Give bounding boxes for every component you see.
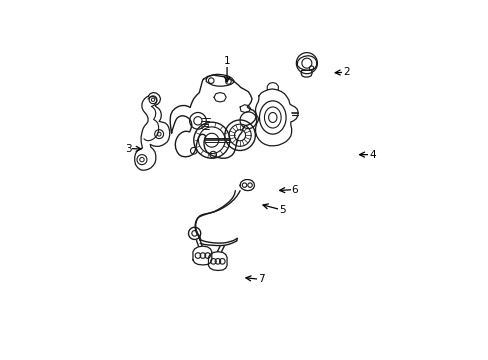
Circle shape: [154, 130, 163, 139]
Polygon shape: [240, 105, 250, 112]
Circle shape: [195, 253, 200, 258]
Circle shape: [190, 148, 197, 154]
Circle shape: [225, 79, 231, 84]
Circle shape: [210, 258, 216, 264]
Text: 5: 5: [279, 205, 285, 215]
Polygon shape: [206, 74, 233, 86]
Circle shape: [208, 78, 214, 84]
Text: 2: 2: [342, 67, 349, 77]
Circle shape: [215, 258, 220, 264]
Circle shape: [247, 183, 252, 187]
Circle shape: [242, 183, 246, 187]
Polygon shape: [135, 93, 169, 170]
Polygon shape: [301, 70, 311, 77]
Text: 6: 6: [291, 185, 298, 194]
Circle shape: [209, 151, 216, 158]
Polygon shape: [214, 93, 226, 102]
Polygon shape: [170, 75, 256, 158]
Text: 3: 3: [124, 144, 131, 153]
Polygon shape: [193, 246, 211, 265]
Circle shape: [219, 258, 224, 264]
Text: 4: 4: [368, 150, 375, 159]
Circle shape: [296, 53, 317, 74]
Circle shape: [188, 227, 200, 239]
Circle shape: [189, 112, 206, 129]
Polygon shape: [255, 89, 298, 146]
Circle shape: [309, 66, 313, 70]
Polygon shape: [297, 56, 316, 70]
Circle shape: [259, 104, 285, 131]
Circle shape: [200, 253, 205, 258]
Circle shape: [193, 122, 229, 158]
Text: 1: 1: [224, 56, 230, 66]
Circle shape: [149, 96, 157, 104]
Circle shape: [204, 253, 210, 258]
Circle shape: [224, 120, 255, 150]
Polygon shape: [208, 252, 226, 270]
Circle shape: [137, 155, 146, 165]
Text: 7: 7: [257, 274, 264, 284]
Polygon shape: [240, 180, 254, 191]
Circle shape: [193, 117, 202, 125]
